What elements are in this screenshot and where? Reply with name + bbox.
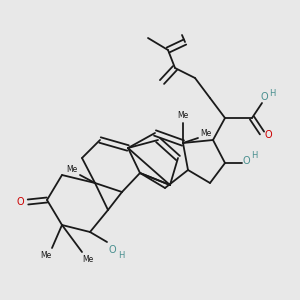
Text: O: O [108,245,116,255]
Text: O: O [260,92,268,102]
Text: O: O [264,130,272,140]
Text: Me: Me [40,251,52,260]
Text: H: H [118,251,124,260]
Text: O: O [16,197,24,207]
Text: H: H [269,88,275,98]
Text: Me: Me [200,128,211,137]
Text: Me: Me [177,110,189,119]
Text: Me: Me [66,166,78,175]
Text: H: H [251,151,257,160]
Text: Me: Me [82,256,94,265]
Text: O: O [242,156,250,166]
